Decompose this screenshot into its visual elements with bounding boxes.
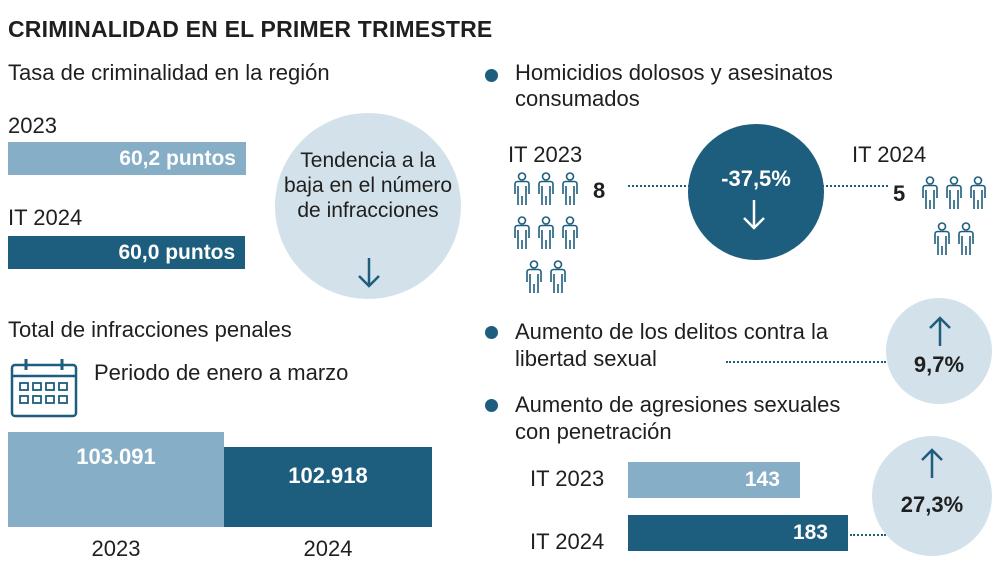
dotted-leader [628, 185, 698, 187]
infographic-title: CRIMINALIDAD EN EL PRIMER TRIMESTRE [8, 16, 493, 42]
homicides-label-2024: IT 2024 [852, 142, 927, 167]
offenses-bar-2024: 102.918 [224, 447, 432, 527]
homicides-title: Homicidios dolosos y asesinatos consumad… [515, 60, 833, 111]
homicides-change-value: -37,5% [721, 166, 791, 191]
sexual-assault-value-2023: 143 [744, 468, 780, 491]
crime-rate-bar-2024: 60,0 puntos [8, 236, 246, 269]
person-icon [946, 176, 962, 209]
sexual-assault-bar-2024: 183 [628, 515, 848, 551]
offenses-title: Total de infracciones penales [8, 317, 292, 342]
person-icon [562, 216, 578, 249]
dotted-leader [726, 361, 886, 363]
person-icon [526, 260, 542, 293]
person-icon [970, 176, 986, 209]
sexual-assault-value-2024: 183 [792, 521, 828, 544]
arrow-up-icon [929, 316, 951, 346]
arrow-up-icon [921, 448, 943, 478]
sexual-freedom-change-circle [886, 298, 992, 404]
person-icon [550, 260, 566, 293]
arrow-down-icon [358, 258, 380, 288]
sexual-assault-label-2023: IT 2023 [530, 466, 605, 491]
person-icon [958, 222, 974, 255]
crime-rate-label-2023: 2023 [8, 113, 57, 138]
bullet-dot [485, 399, 498, 412]
offenses-label-2023: 2023 [91, 536, 141, 561]
person-icon [922, 176, 938, 209]
sexual-assault-bar-2023: 143 [628, 462, 800, 498]
offenses-bar-2023: 103.091 [8, 432, 224, 527]
crime-rate-value-2023: 60,2 puntos [119, 146, 236, 170]
homicides-value-2023: 8 [593, 178, 606, 203]
sexual-assault-change-value: 27,3% [900, 492, 964, 517]
person-icon [934, 222, 950, 255]
offenses-value-2024: 102.918 [288, 463, 368, 488]
crime-rate-value-2024: 60,0 puntos [118, 240, 236, 264]
homicides-value-2024: 5 [893, 181, 906, 206]
homicides-change-circle [688, 124, 824, 260]
homicides-label-2023: IT 2023 [508, 142, 583, 167]
sexual-freedom-title: Aumento de los delitos contra la liberta… [515, 319, 829, 371]
dotted-leader [850, 534, 886, 536]
sexual-assault-label-2024: IT 2024 [530, 529, 605, 554]
dotted-leader [818, 185, 888, 187]
sexual-freedom-change-value: 9,7% [913, 352, 965, 377]
sexual-assault-title: Aumento de agresiones sexuales con penet… [515, 392, 841, 444]
homicides-people-2023 [512, 172, 582, 302]
offenses-value-2023: 103.091 [76, 444, 156, 469]
person-icon [514, 172, 530, 205]
crime-rate-label-2024: IT 2024 [8, 205, 83, 230]
trend-annotation: Tendencia a la baja en el número de infr… [283, 149, 453, 222]
bullet-dot [485, 69, 498, 82]
person-icon [562, 172, 578, 205]
person-icon [538, 216, 554, 249]
crime-rate-bar-2023: 60,2 puntos [8, 142, 246, 175]
offenses-label-2024: 2024 [303, 536, 353, 561]
arrow-down-icon [743, 200, 765, 230]
homicides-people-2024 [920, 176, 990, 266]
crime-rate-title: Tasa de criminalidad en la región [8, 60, 330, 85]
bullet-dot [485, 326, 498, 339]
offenses-subtitle: Periodo de enero a marzo [94, 360, 349, 385]
calendar-icon [10, 359, 78, 418]
person-icon [538, 172, 554, 205]
person-icon [514, 216, 530, 249]
